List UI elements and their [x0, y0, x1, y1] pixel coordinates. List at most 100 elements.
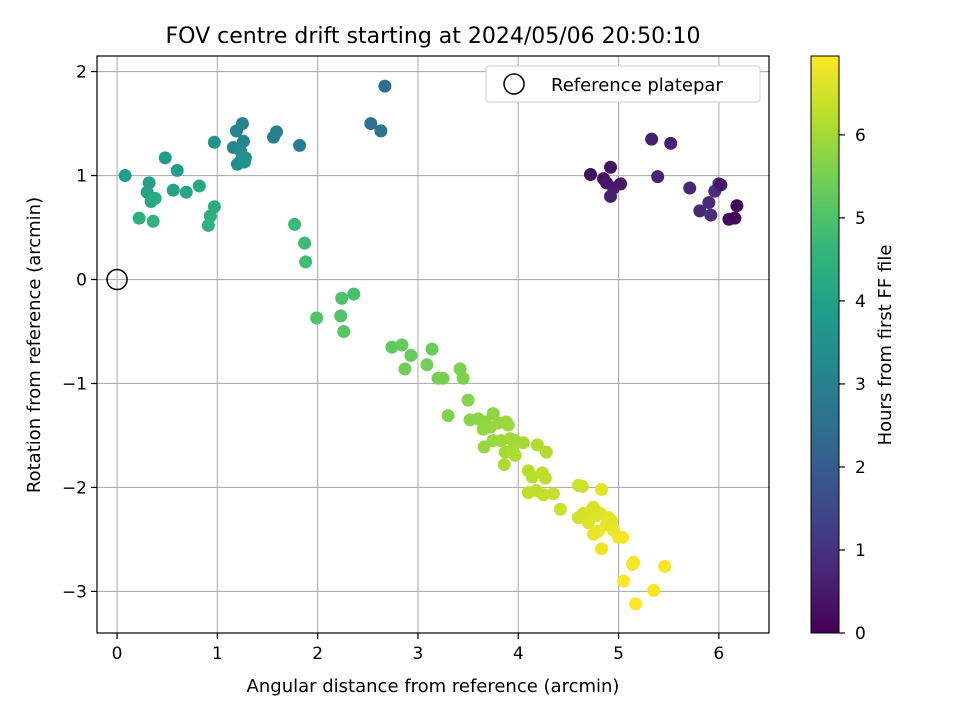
data-point — [536, 488, 550, 502]
data-point — [704, 208, 718, 222]
colorbar-gradient — [810, 55, 840, 634]
data-point — [604, 160, 618, 174]
data-point — [347, 287, 361, 301]
colorbar-tick-label: 1 — [855, 541, 866, 561]
colorbar-ticks: 0 1 2 3 4 5 6 — [839, 126, 866, 644]
data-point — [288, 217, 302, 231]
data-point — [629, 597, 643, 611]
data-point — [270, 125, 284, 139]
legend-marker — [503, 73, 525, 95]
data-point — [539, 445, 553, 459]
data-point — [201, 218, 215, 232]
data-point — [238, 151, 252, 165]
data-point — [595, 542, 609, 556]
data-point — [404, 348, 418, 362]
data-point — [334, 309, 348, 323]
data-point — [293, 138, 307, 152]
data-point — [626, 557, 640, 571]
y-tick-label: −3 — [62, 582, 87, 602]
data-point — [538, 471, 552, 485]
colorbar-tick-label: 6 — [855, 126, 866, 146]
y-tick-label: 0 — [76, 271, 87, 291]
data-point — [617, 574, 631, 588]
data-point — [170, 163, 184, 177]
y-axis-label: Rotation from reference (arcmin) — [24, 197, 45, 493]
data-point — [299, 255, 313, 269]
data-point — [702, 196, 716, 210]
chart-title: FOV centre drift starting at 2024/05/06 … — [166, 24, 701, 49]
colorbar-tick-label: 5 — [855, 209, 866, 229]
data-point — [385, 340, 399, 354]
data-point — [146, 214, 160, 228]
data-point — [497, 458, 511, 472]
data-point — [158, 151, 172, 165]
reference-point — [106, 268, 128, 291]
data-point — [456, 371, 470, 385]
y-tick-label: 1 — [76, 167, 87, 187]
x-tick-label: 2 — [312, 644, 323, 664]
data-point — [581, 516, 595, 530]
data-point — [395, 338, 409, 352]
data-point — [583, 168, 597, 182]
data-point — [436, 371, 450, 385]
x-axis-ticks: 0 1 2 3 4 5 6 — [112, 633, 724, 664]
data-point — [616, 530, 630, 544]
data-point — [501, 418, 515, 432]
data-point — [591, 524, 605, 538]
data-point — [310, 311, 324, 325]
colorbar: 0 1 2 3 4 5 6 Hours from first FF file — [810, 55, 896, 644]
legend-label: Reference platepar — [551, 75, 723, 96]
data-point — [148, 191, 162, 205]
data-point — [425, 342, 439, 356]
data-point — [658, 559, 672, 573]
x-tick-label: 6 — [713, 644, 724, 664]
colorbar-tick-label: 4 — [855, 292, 866, 312]
data-point — [525, 470, 539, 484]
data-point — [441, 409, 455, 423]
data-point — [553, 502, 567, 516]
data-point — [229, 124, 243, 138]
colorbar-tick-label: 0 — [855, 624, 866, 644]
data-point — [508, 448, 522, 462]
data-point — [207, 135, 221, 149]
y-axis-ticks: −3 −2 −1 0 1 2 — [62, 63, 97, 602]
data-point — [461, 393, 475, 407]
data-point — [530, 438, 544, 452]
y-tick-label: −2 — [62, 478, 87, 498]
data-point — [647, 583, 661, 597]
x-tick-label: 1 — [212, 644, 223, 664]
data-point — [335, 291, 349, 305]
colorbar-label: Hours from first FF file — [875, 245, 896, 446]
data-point — [575, 479, 589, 493]
data-point — [420, 358, 434, 372]
data-point — [132, 211, 146, 225]
x-tick-label: 0 — [112, 644, 123, 664]
legend: Reference platepar — [485, 65, 761, 103]
data-point — [728, 211, 742, 225]
data-point — [546, 487, 560, 501]
data-point — [374, 124, 388, 138]
data-point — [364, 117, 378, 131]
legend-box — [485, 65, 761, 103]
plot-frame — [96, 55, 770, 634]
x-axis-label: Angular distance from reference (arcmin) — [247, 676, 620, 697]
data-point — [378, 79, 392, 93]
data-point — [683, 181, 697, 195]
colorbar-tick-label: 3 — [855, 375, 866, 395]
data-point — [298, 236, 312, 250]
data-points — [118, 79, 744, 611]
colorbar-tick-label: 2 — [855, 458, 866, 478]
data-point — [166, 183, 180, 197]
data-point — [516, 436, 530, 450]
data-point — [192, 179, 206, 193]
data-point — [645, 132, 659, 146]
data-point — [477, 440, 491, 454]
data-point — [651, 170, 665, 184]
x-tick-label: 4 — [513, 644, 524, 664]
data-point — [714, 178, 728, 192]
y-tick-label: −1 — [62, 374, 87, 394]
data-point — [730, 199, 744, 213]
x-tick-label: 5 — [613, 644, 624, 664]
data-point — [595, 483, 609, 497]
